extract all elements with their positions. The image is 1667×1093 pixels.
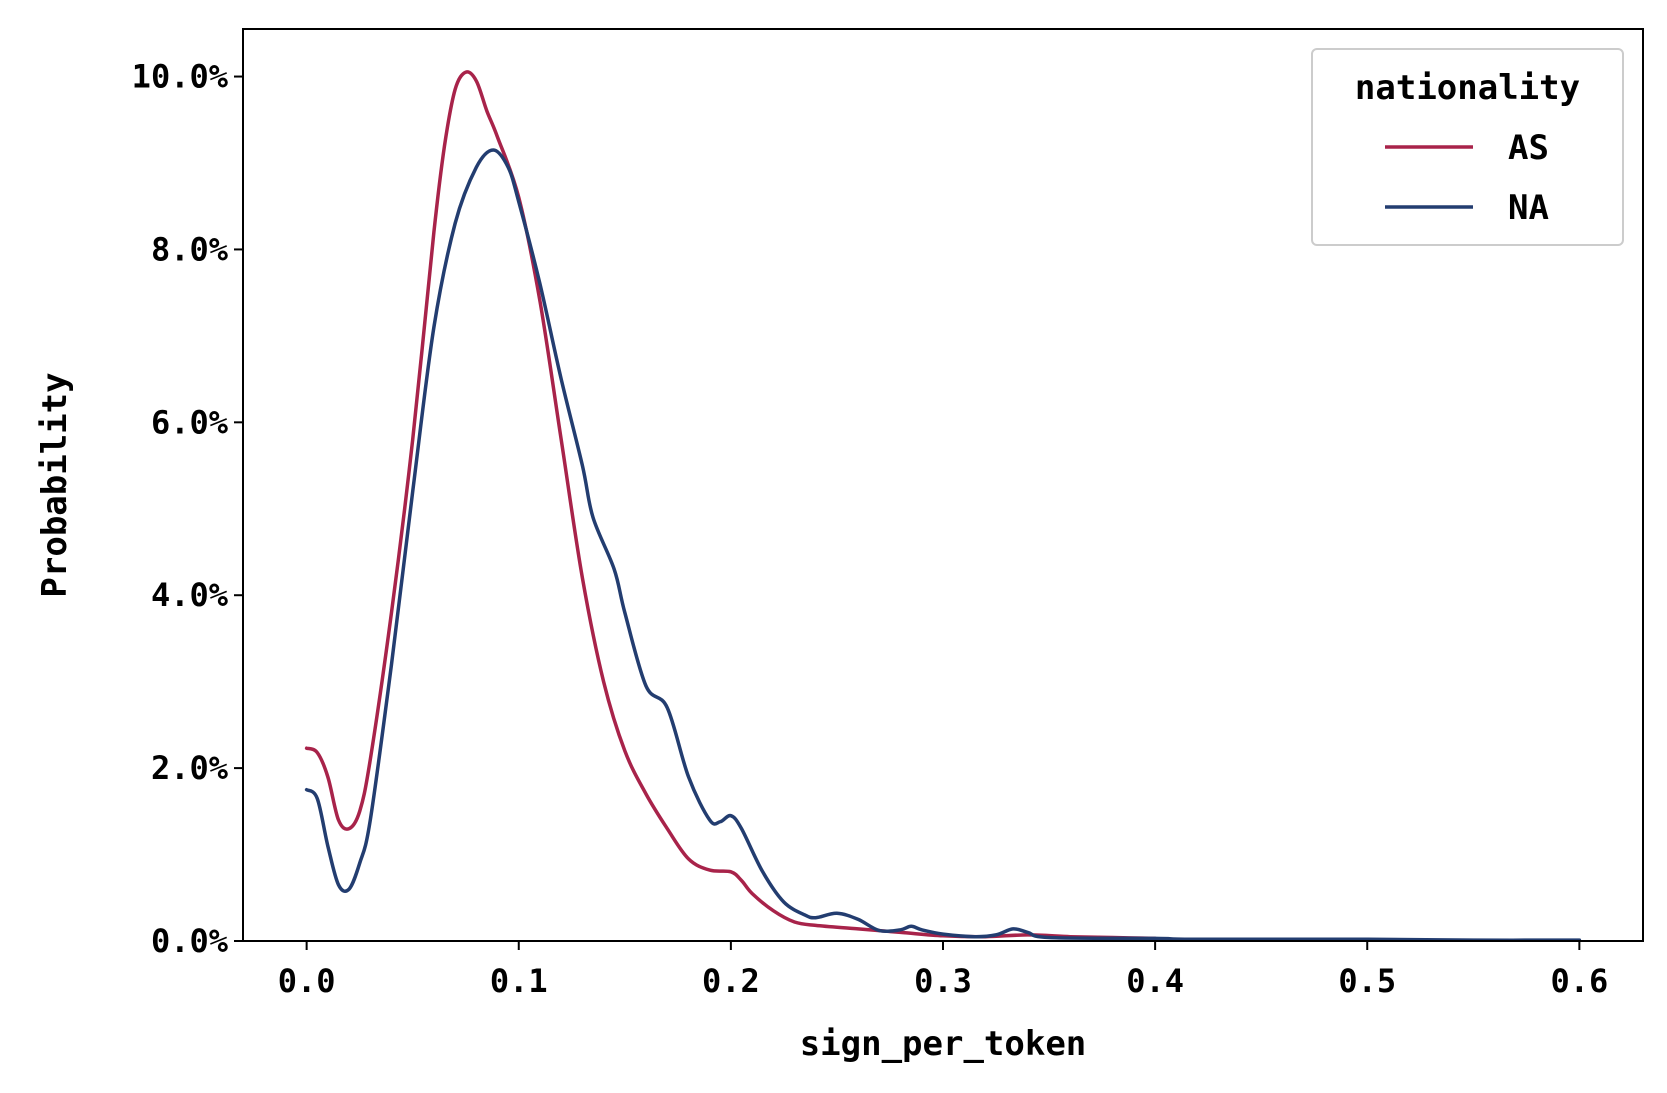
legend-items: AS NA [1385, 128, 1549, 228]
x-axis: 0.0 0.1 0.2 0.3 0.4 0.5 0.6 [278, 941, 1608, 1000]
y-tick-label: 2.0% [151, 749, 229, 787]
x-tick-label: 0.4 [1126, 962, 1184, 1000]
y-axis-title: Probability [35, 372, 75, 597]
x-tick-label: 0.0 [278, 962, 336, 1000]
series-line-na [304, 148, 1582, 942]
x-tick-label: 0.2 [702, 962, 760, 1000]
y-tick-label: 10.0% [132, 58, 229, 96]
series-line-as [304, 70, 1157, 941]
series-lines [304, 70, 1582, 942]
legend-label-na: NA [1508, 188, 1549, 228]
x-tick-label: 0.3 [914, 962, 972, 1000]
y-tick-label: 4.0% [151, 576, 229, 614]
y-axis: 0.0% 2.0% 4.0% 6.0% 8.0% 10.0% [132, 58, 243, 960]
legend-label-as: AS [1508, 128, 1549, 168]
legend-title: nationality [1355, 68, 1580, 108]
x-axis-title: sign_per_token [800, 1024, 1087, 1064]
y-tick-label: 0.0% [151, 922, 229, 960]
x-tick-label: 0.6 [1550, 962, 1608, 1000]
y-tick-label: 6.0% [151, 403, 229, 441]
legend: nationality AS NA [1311, 48, 1624, 246]
x-tick-label: 0.1 [490, 962, 548, 1000]
x-tick-label: 0.5 [1338, 962, 1396, 1000]
y-tick-label: 8.0% [151, 230, 229, 268]
